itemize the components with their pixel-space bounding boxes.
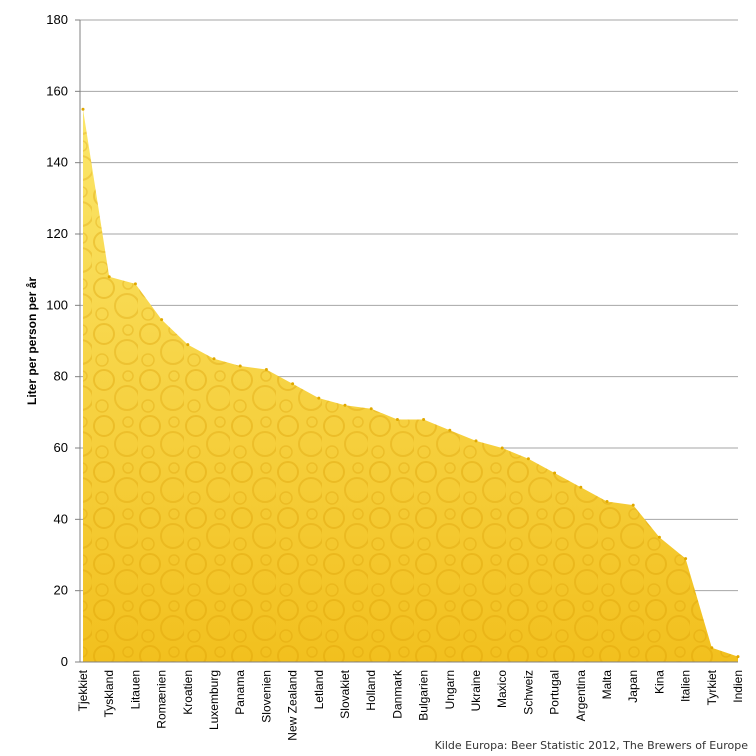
x-tick-label: Malta — [600, 670, 614, 700]
bubble-texture — [83, 109, 738, 662]
x-tick-label: Maxico — [495, 670, 509, 708]
x-tick-label: Bulgarien — [417, 670, 431, 721]
data-point-bulgarien — [422, 418, 426, 421]
x-tick-label: New Zealand — [286, 670, 300, 741]
x-tick-label: Luxemburg — [207, 670, 221, 730]
x-tick-label: Panama — [233, 670, 247, 715]
x-tick-label: Indien — [731, 670, 745, 703]
y-axis-label: Liter per person per år — [25, 277, 39, 405]
data-point-indien — [736, 655, 740, 659]
y-tick-labels: 0 20 40 60 80 100 120 140 160 180 — [46, 12, 68, 669]
data-point-japan — [631, 503, 635, 507]
data-point-ungarn — [448, 428, 452, 432]
x-tick-label: Ukraine — [469, 670, 483, 712]
data-point-luxemburg — [212, 357, 216, 361]
data-point-new-zealand — [291, 382, 295, 386]
y-tick-label: 140 — [46, 155, 68, 170]
area-series — [81, 107, 740, 662]
x-tick-label: Romænien — [155, 670, 169, 729]
x-tick-label: Tjekkiet — [76, 669, 90, 711]
data-point-tjekkiet — [81, 107, 85, 111]
x-tick-label: Letland — [312, 670, 326, 709]
x-tick-label: Kroatien — [181, 670, 195, 715]
data-point-italien — [684, 557, 688, 561]
data-point-ukraine — [474, 439, 478, 443]
x-tick-label: Slovakiet — [338, 669, 352, 718]
data-point-portugal — [553, 471, 557, 475]
x-tick-label: Slovenien — [259, 670, 273, 723]
data-point-slovakiet — [343, 403, 347, 407]
data-point-litauen — [133, 282, 137, 286]
data-point-panama — [238, 364, 242, 368]
data-point-danmark — [395, 418, 399, 421]
source-note: Kilde Europa: Beer Statistic 2012, The B… — [434, 739, 748, 752]
data-point-argentina — [579, 485, 583, 489]
data-point-schweiz — [526, 457, 530, 461]
data-point-holland — [369, 407, 373, 411]
data-point-malta — [605, 500, 609, 503]
y-tick-label: 180 — [46, 12, 68, 27]
y-tick-label: 60 — [54, 440, 68, 455]
y-tick-label: 100 — [46, 297, 68, 312]
data-point-kina — [657, 535, 661, 539]
x-tick-label: Portugal — [548, 670, 562, 715]
x-tick-label: Tyskland — [102, 670, 116, 717]
y-tick-label: 0 — [61, 654, 68, 669]
data-point-kroatien — [186, 343, 190, 347]
y-tick-label: 120 — [46, 226, 68, 241]
x-tick-label: Tyrkiet — [705, 669, 719, 705]
x-tick-label: Schweiz — [521, 670, 535, 715]
x-tick-label: Japan — [626, 670, 640, 703]
x-tick-label: Argentina — [574, 670, 588, 722]
axes — [75, 19, 738, 663]
x-tick-label: Danmark — [390, 669, 404, 719]
data-point-tyskland — [107, 275, 111, 279]
x-tick-label: Ungarn — [443, 670, 457, 709]
x-tick-label: Holland — [364, 670, 378, 711]
data-point-letland — [317, 396, 321, 400]
data-point-slovenien — [264, 368, 268, 371]
x-tick-label: Italien — [679, 670, 693, 702]
x-tick-label: Litauen — [128, 670, 142, 709]
x-tick-labels: Tjekkiet Tyskland Litauen Romænien Kroatien L… — [76, 669, 745, 741]
data-point-tyrkiet — [710, 646, 714, 650]
data-point-romænien — [160, 318, 164, 322]
x-tick-label: Kina — [652, 670, 666, 694]
y-tick-label: 40 — [54, 511, 68, 526]
y-tick-label: 20 — [54, 583, 68, 598]
y-tick-label: 80 — [54, 369, 68, 384]
data-point-maxico — [500, 446, 504, 450]
y-tick-label: 160 — [46, 83, 68, 98]
